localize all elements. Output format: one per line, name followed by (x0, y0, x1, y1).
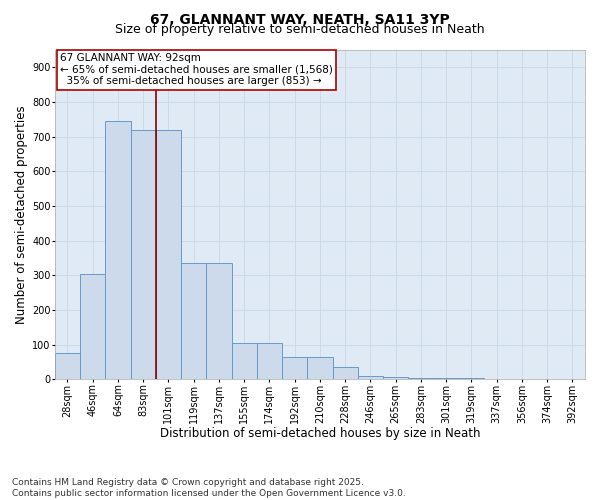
Bar (80, 274, 106, 380)
Bar (257, 343, 282, 380)
Text: 67, GLANNANT WAY, NEATH, SA11 3YP: 67, GLANNANT WAY, NEATH, SA11 3YP (150, 12, 450, 26)
Bar (307, 357, 332, 380)
Bar (55, 354, 80, 380)
Bar (282, 357, 307, 380)
Bar (206, 263, 232, 380)
X-axis label: Distribution of semi-detached houses by size in Neath: Distribution of semi-detached houses by … (160, 427, 480, 440)
Bar (484, 378, 509, 380)
Bar (509, 378, 535, 380)
Bar (156, 130, 181, 380)
Bar (106, 121, 131, 380)
Bar (434, 378, 459, 380)
Bar (358, 376, 383, 380)
Bar (383, 376, 408, 380)
Y-axis label: Number of semi-detached properties: Number of semi-detached properties (15, 106, 28, 324)
Bar (408, 378, 434, 380)
Text: Contains HM Land Registry data © Crown copyright and database right 2025.
Contai: Contains HM Land Registry data © Crown c… (12, 478, 406, 498)
Bar (332, 367, 358, 380)
Bar (535, 378, 560, 380)
Text: 67 GLANNANT WAY: 92sqm
← 65% of semi-detached houses are smaller (1,568)
  35% o: 67 GLANNANT WAY: 92sqm ← 65% of semi-det… (60, 54, 333, 86)
Text: Size of property relative to semi-detached houses in Neath: Size of property relative to semi-detach… (115, 22, 485, 36)
Bar (131, 130, 156, 380)
Bar (459, 378, 484, 380)
Bar (232, 343, 257, 380)
Bar (560, 378, 585, 380)
Bar (181, 263, 206, 380)
